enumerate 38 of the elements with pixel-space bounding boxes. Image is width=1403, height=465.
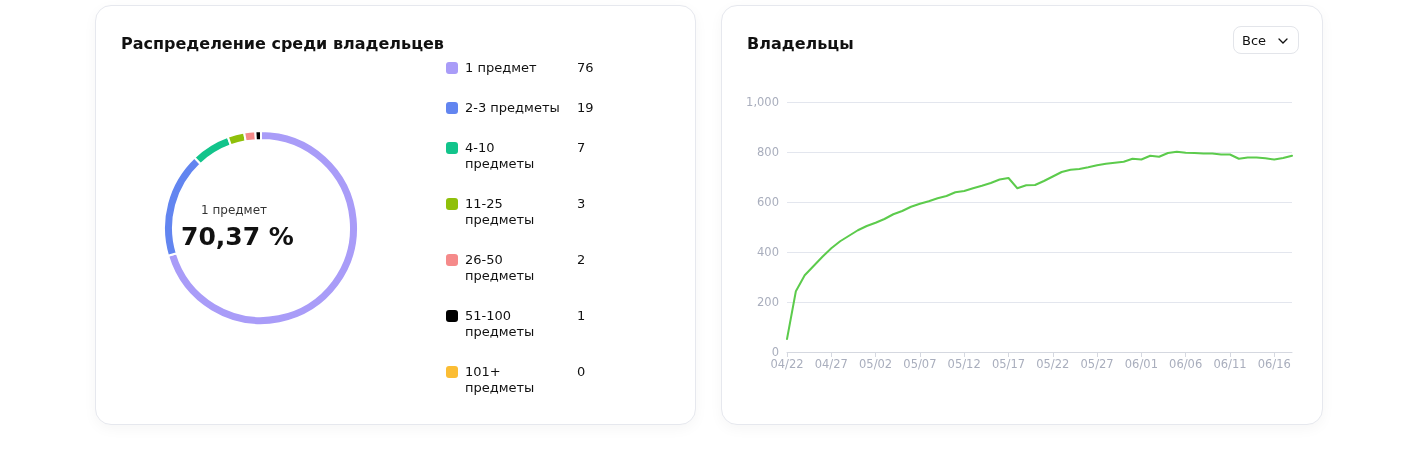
y-tick-label: 0 <box>771 345 779 359</box>
data-label: 1 <box>577 308 586 324</box>
y-tick-label: 600 <box>757 195 779 209</box>
x-tick-label: 05/02 <box>859 357 893 371</box>
y-tick-label: 1,000 <box>746 95 779 109</box>
x-tick-label: 04/22 <box>770 357 804 371</box>
legend-label: 101+ предметы <box>465 364 536 396</box>
x-tick-label: 06/06 <box>1169 357 1203 371</box>
legend-label: 2-3 предметы <box>465 100 561 116</box>
legend-label: 51-100 предметы <box>465 308 536 340</box>
text: Все <box>1242 33 1267 48</box>
y-tick-label: 800 <box>757 145 779 159</box>
legend-label: 1 предмет <box>465 60 538 76</box>
text: 70,37 % <box>181 222 294 251</box>
x-tick-label: 05/07 <box>903 357 937 371</box>
legend-label: 4-10 предметы <box>465 140 536 172</box>
x-tick-label: 05/22 <box>1036 357 1070 371</box>
chart-title: Распределение среди владельцев <box>121 33 444 53</box>
x-tick-label: 06/16 <box>1257 357 1291 371</box>
x-tick-label: 06/01 <box>1124 357 1158 371</box>
x-tick-label: 04/27 <box>814 357 848 371</box>
text: 1 предмет <box>201 203 268 217</box>
line-series <box>786 150 1293 340</box>
data-label: 76 <box>577 60 594 76</box>
y-tick-label: 400 <box>757 245 779 259</box>
chart-title: Владельцы <box>747 33 854 53</box>
data-label: 2 <box>577 252 586 268</box>
x-tick-label: 05/17 <box>991 357 1026 371</box>
legend-label: 26-50 предметы <box>465 252 536 284</box>
legend-label: 11-25 предметы <box>465 196 536 228</box>
x-tick-label: 06/11 <box>1213 357 1247 371</box>
x-tick-label: 05/12 <box>947 357 981 371</box>
data-label: 19 <box>577 100 594 116</box>
x-tick-label: 05/27 <box>1080 357 1114 371</box>
y-tick-label: 200 <box>757 295 779 309</box>
data-label: 7 <box>577 140 586 156</box>
data-label: 3 <box>577 196 586 212</box>
text: 0 <box>577 364 586 379</box>
